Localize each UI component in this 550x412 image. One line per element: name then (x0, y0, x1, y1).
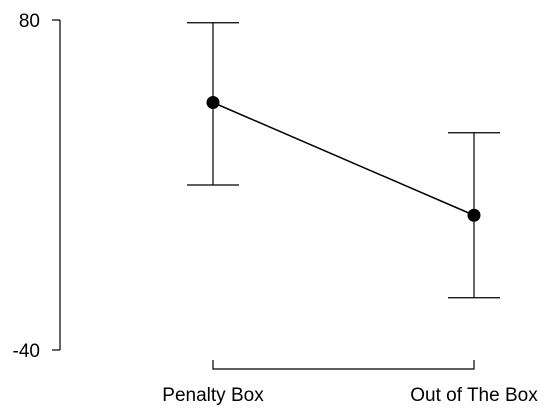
x-ticks: Penalty Box Out of The Box (162, 385, 538, 406)
y-tick-label: -40 (13, 341, 40, 362)
x-tick-label: Out of The Box (410, 385, 538, 406)
plot-area (187, 22, 500, 299)
data-point (467, 208, 481, 222)
x-tick-label: Penalty Box (162, 385, 264, 406)
y-ticks: 80 -40 (13, 11, 60, 362)
series-line (212, 101, 475, 216)
x-axis-bracket (212, 360, 475, 370)
data-point (206, 96, 220, 109)
y-tick-label: 80 (19, 11, 40, 32)
x-axis: Penalty Box Out of The Box (162, 360, 538, 406)
y-axis: 80 -40 (13, 11, 61, 362)
